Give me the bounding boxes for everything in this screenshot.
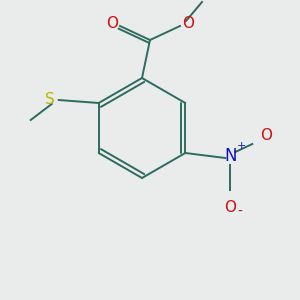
Text: S: S <box>45 92 55 107</box>
Text: +: + <box>237 141 246 151</box>
Text: O: O <box>260 128 272 142</box>
Text: O: O <box>182 16 194 31</box>
Text: O: O <box>106 16 118 31</box>
Text: -: - <box>238 205 243 219</box>
Text: O: O <box>224 200 236 215</box>
Text: N: N <box>224 147 237 165</box>
